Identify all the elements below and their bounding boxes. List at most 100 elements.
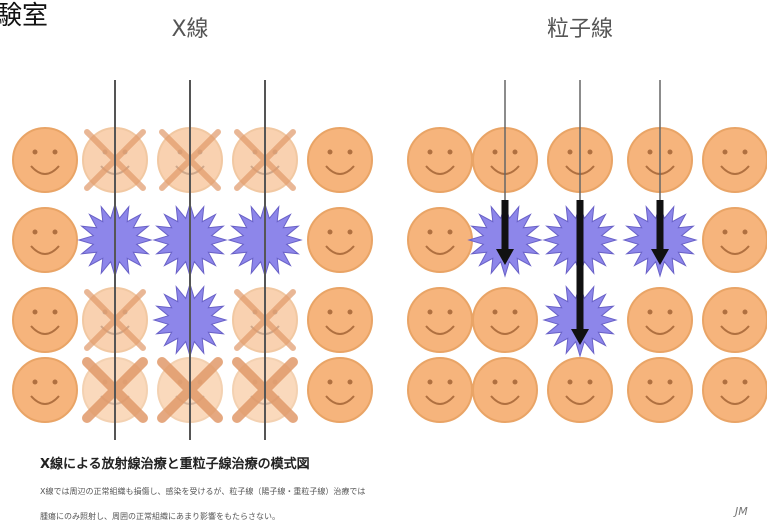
eye bbox=[722, 229, 728, 235]
eye bbox=[742, 229, 748, 235]
eye bbox=[742, 149, 748, 155]
smile bbox=[425, 165, 455, 175]
eye bbox=[567, 149, 573, 155]
smile bbox=[30, 325, 60, 335]
eye bbox=[447, 229, 453, 235]
eye bbox=[587, 379, 593, 385]
smile bbox=[325, 325, 355, 335]
eye bbox=[32, 149, 38, 155]
face-circle bbox=[702, 127, 767, 193]
eye bbox=[492, 379, 498, 385]
eye bbox=[327, 149, 333, 155]
eye bbox=[667, 379, 673, 385]
eye bbox=[587, 149, 593, 155]
eye bbox=[427, 229, 433, 235]
eye bbox=[647, 379, 653, 385]
smile bbox=[425, 325, 455, 335]
face-circle bbox=[307, 357, 373, 423]
face-circle bbox=[407, 207, 473, 273]
eye bbox=[327, 309, 333, 315]
eye bbox=[647, 309, 653, 315]
smile bbox=[30, 165, 60, 175]
smile bbox=[30, 245, 60, 255]
eye bbox=[327, 379, 333, 385]
artwork bbox=[12, 80, 767, 440]
eye bbox=[647, 149, 653, 155]
face bbox=[407, 207, 473, 273]
face-circle bbox=[702, 357, 767, 423]
face-circle bbox=[702, 287, 767, 353]
eye bbox=[32, 309, 38, 315]
face-circle bbox=[627, 357, 693, 423]
eye bbox=[742, 379, 748, 385]
face-circle bbox=[702, 207, 767, 273]
face bbox=[627, 287, 693, 353]
eye bbox=[52, 149, 58, 155]
eye bbox=[722, 149, 728, 155]
eye bbox=[427, 379, 433, 385]
smile bbox=[325, 395, 355, 405]
eye bbox=[427, 309, 433, 315]
smile bbox=[425, 245, 455, 255]
eye bbox=[347, 379, 353, 385]
eye bbox=[347, 229, 353, 235]
eye bbox=[667, 149, 673, 155]
face bbox=[12, 357, 78, 423]
corner-text: 験室 bbox=[0, 1, 48, 31]
face bbox=[407, 127, 473, 193]
smile bbox=[565, 395, 595, 405]
face-circle bbox=[12, 207, 78, 273]
right-title: 粒子線 bbox=[547, 17, 613, 42]
face-circle bbox=[547, 357, 613, 423]
eye bbox=[722, 379, 728, 385]
eye bbox=[52, 309, 58, 315]
face-circle bbox=[307, 287, 373, 353]
eye bbox=[52, 379, 58, 385]
smile bbox=[490, 395, 520, 405]
smile bbox=[720, 245, 750, 255]
face bbox=[472, 287, 538, 353]
caption-title: X線による放射線治療と重粒子線治療の模式図 bbox=[40, 456, 310, 472]
smile bbox=[645, 325, 675, 335]
smile bbox=[645, 395, 675, 405]
face-circle bbox=[472, 287, 538, 353]
smile bbox=[720, 325, 750, 335]
smile bbox=[720, 165, 750, 175]
eye bbox=[447, 379, 453, 385]
eye bbox=[567, 379, 573, 385]
face-circle bbox=[307, 207, 373, 273]
caption-line: X線では周辺の正常組織も損傷し、感染を受けるが、粒子線（陽子線・重粒子線）治療で… bbox=[40, 486, 365, 496]
face-circle bbox=[12, 357, 78, 423]
face bbox=[307, 357, 373, 423]
arrow-head bbox=[496, 249, 514, 265]
face bbox=[702, 207, 767, 273]
eye bbox=[347, 309, 353, 315]
face bbox=[307, 287, 373, 353]
face bbox=[547, 357, 613, 423]
face bbox=[472, 357, 538, 423]
face bbox=[12, 287, 78, 353]
face bbox=[627, 357, 693, 423]
eye bbox=[327, 229, 333, 235]
smile bbox=[325, 245, 355, 255]
smile bbox=[425, 395, 455, 405]
eye bbox=[512, 379, 518, 385]
face-circle bbox=[12, 127, 78, 193]
face-circle bbox=[627, 287, 693, 353]
eye bbox=[742, 309, 748, 315]
face bbox=[307, 127, 373, 193]
eye bbox=[667, 309, 673, 315]
face-circle bbox=[407, 127, 473, 193]
face bbox=[407, 287, 473, 353]
face bbox=[407, 357, 473, 423]
eye bbox=[427, 149, 433, 155]
face-circle bbox=[407, 287, 473, 353]
face-circle bbox=[472, 357, 538, 423]
smile bbox=[490, 325, 520, 335]
eye bbox=[32, 229, 38, 235]
arrow-head bbox=[651, 249, 669, 265]
eye bbox=[492, 149, 498, 155]
arrow-head bbox=[571, 329, 589, 345]
eye bbox=[492, 309, 498, 315]
smile bbox=[720, 395, 750, 405]
